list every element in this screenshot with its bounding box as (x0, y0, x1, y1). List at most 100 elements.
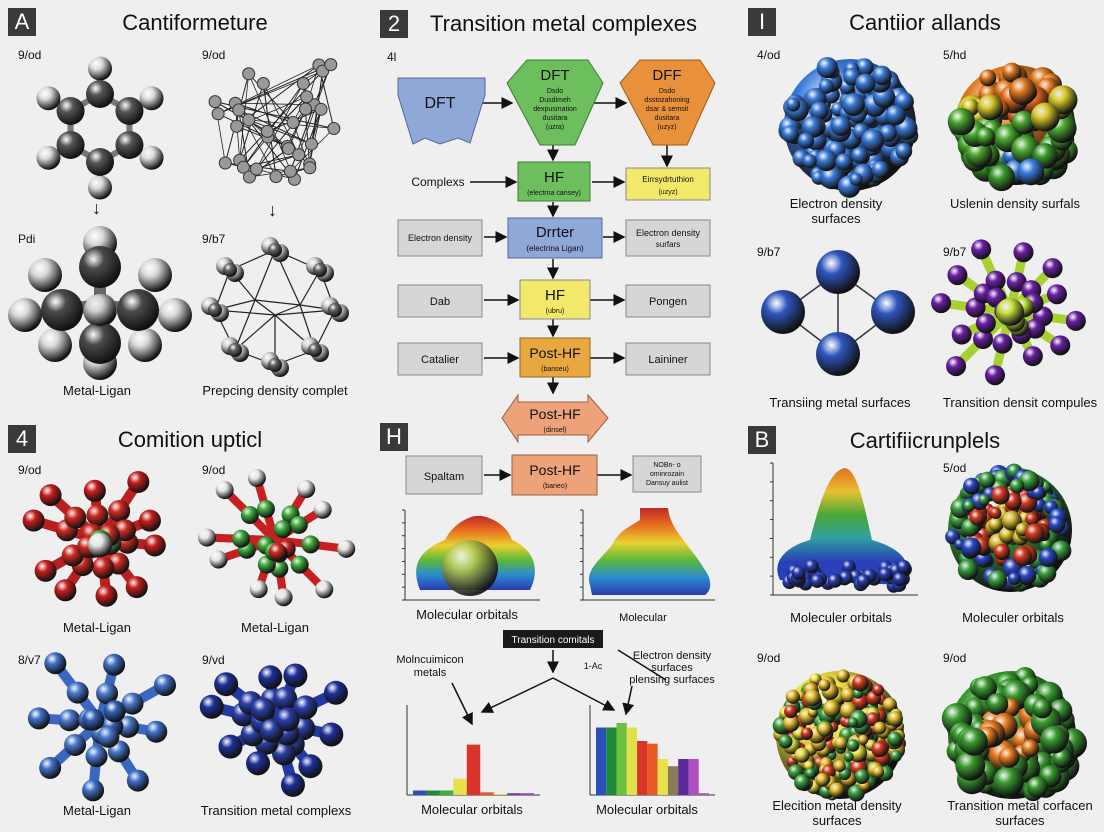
atom (82, 779, 105, 802)
flow-text: DFF (652, 67, 681, 84)
surface-bump (1009, 478, 1025, 494)
atom (103, 653, 126, 676)
surface-bump (785, 689, 800, 704)
surface-bump (815, 773, 830, 787)
atom (223, 263, 237, 277)
caption-line: surfaces (811, 211, 861, 226)
flow-node-dft-green (506, 59, 604, 146)
annotation-left: Molncuimicon (396, 654, 463, 666)
atom (126, 769, 149, 792)
bond (274, 304, 301, 316)
panel-i-badge: I (748, 8, 776, 36)
flow-text: DFT (424, 95, 455, 112)
panel-a-caption: Prepcing density complet (202, 383, 348, 398)
flow-text: Dusdimeh (539, 97, 571, 104)
atom (985, 270, 1006, 291)
surface-bump (969, 510, 985, 526)
surface-bump (973, 676, 998, 701)
surface-bump (993, 766, 1024, 797)
panel-4-badge: 4 (8, 425, 36, 453)
surface-bump (861, 128, 885, 152)
metal-atom (117, 289, 159, 331)
metal-atom (79, 246, 121, 288)
atom (214, 672, 239, 697)
atom (290, 555, 309, 574)
atom (64, 733, 87, 756)
surface-bump (882, 697, 897, 712)
surface-bump (1024, 523, 1045, 544)
atom (1042, 258, 1063, 279)
cage-atom (236, 160, 250, 174)
flow-text: Post-HF (529, 345, 580, 361)
flow-text: (baneo) (543, 483, 567, 490)
cage-atom (218, 156, 232, 170)
panel-4-label: 9/od (18, 463, 42, 477)
atom (273, 686, 298, 711)
surface-bump (856, 574, 871, 589)
atom (297, 480, 316, 499)
atom (313, 500, 332, 519)
atom (117, 715, 140, 738)
surface-bump (836, 669, 850, 683)
surface-bump (804, 559, 819, 574)
atom (992, 333, 1013, 354)
atom (27, 707, 50, 730)
atom (1013, 242, 1034, 263)
atom (44, 652, 67, 675)
surface-bump (849, 172, 863, 186)
annotation-right: Electron density (633, 650, 712, 662)
atom (85, 745, 108, 768)
panel-b-caption: Transition metal corfacen surfaces (947, 798, 1092, 828)
cage-atom (208, 95, 222, 109)
cage-atom (299, 102, 313, 116)
panel-4-caption: Metal-Ligan (63, 803, 131, 818)
surface-bump (890, 750, 902, 762)
panel-i-caption: Transiing metal surfaces (769, 395, 911, 410)
surface-bump (960, 727, 988, 756)
flow-text: Eirrsydrtuthion (642, 175, 694, 184)
atom (315, 580, 334, 599)
surface-bump (843, 751, 854, 762)
atom (95, 584, 118, 607)
flow-text: dusitara (543, 115, 568, 122)
atom (1022, 346, 1043, 367)
surface-bump (818, 679, 831, 692)
panel-a-label: Pdi (18, 232, 36, 246)
panel-b-label: 9/od (943, 651, 967, 665)
surface-bump (993, 543, 1011, 561)
surface-bump (802, 154, 817, 169)
surface-bump (791, 565, 806, 580)
atom (145, 720, 168, 743)
atom (83, 479, 106, 502)
surface-bump (892, 572, 907, 587)
atom (249, 580, 268, 599)
bar-caption: Molecular orbitals (596, 802, 698, 817)
panel-b-caption: Elecition metal density surfaces (772, 798, 901, 828)
atom (199, 694, 224, 719)
flow-node-post-hf (519, 337, 591, 378)
density-mountain (589, 508, 711, 595)
flow-text: HF (545, 287, 565, 304)
surface-bump (851, 147, 869, 164)
bond (242, 82, 304, 168)
bond (254, 299, 276, 316)
surface-bump (800, 727, 813, 740)
surface-bump (872, 765, 885, 778)
hydrogen-atom (128, 328, 162, 362)
panel-i-caption: Transition densit compules (942, 395, 1098, 410)
cage-atom (296, 76, 310, 90)
bond (309, 108, 322, 165)
panel-b-caption: Moleculer orbitals (790, 610, 892, 625)
atom (268, 543, 287, 562)
atom (97, 725, 120, 748)
panel-b-label: 9/od (757, 651, 781, 665)
flow-text: NOBn- o (653, 462, 680, 469)
hydrogen-atom (139, 145, 164, 170)
atom (337, 539, 356, 558)
atom (283, 663, 308, 688)
panel-4-caption: Metal-Ligan (63, 620, 131, 635)
panel-4-label: 9/od (202, 463, 226, 477)
atom (298, 754, 323, 779)
panel-a-title: Cantiformeture (122, 10, 268, 35)
